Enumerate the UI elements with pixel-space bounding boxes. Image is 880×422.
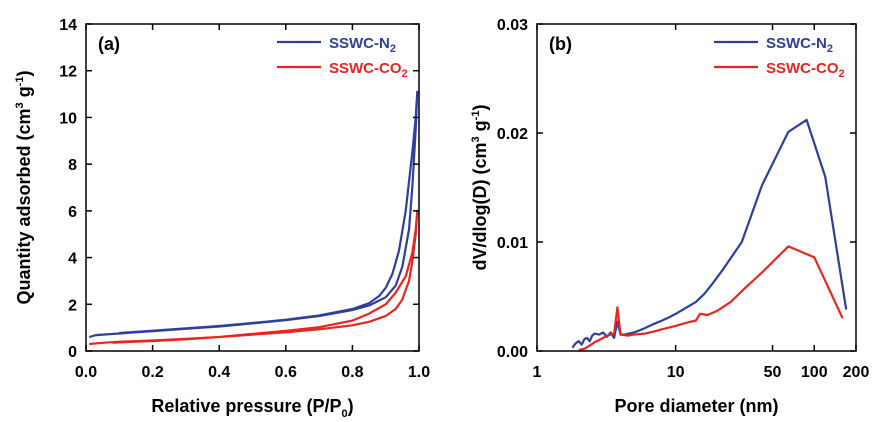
x-tick-label: 10 [667, 364, 685, 381]
series-line-n2 [571, 118, 848, 349]
series-line-co2 [89, 209, 419, 346]
y-tick-label: 10 [59, 110, 77, 127]
chart-panel-b: 1 10 50 100 200 0.00 0.01 0.02 0.03 (b) Pore diame… [470, 17, 869, 416]
x-axis-title: Relative pressure (P/P0) [151, 396, 353, 420]
y-tick-label: 0.03 [497, 17, 528, 34]
y-tick-label: 12 [59, 64, 77, 81]
x-tick-label: 50 [764, 364, 782, 381]
x-tick-label: 0.0 [75, 364, 97, 381]
x-tick-label: 0.2 [141, 364, 163, 381]
x-tick-label: 100 [801, 364, 828, 381]
legend-label-co2: SSWC-CO2 [329, 60, 408, 80]
series-line-n2 [88, 90, 419, 339]
y-tick-label: 2 [68, 297, 77, 314]
x-tick-label: 1 [533, 364, 542, 381]
x-tick-label: 200 [843, 364, 870, 381]
panel-label: (b) [549, 34, 572, 54]
y-tick-label: 0.02 [497, 126, 528, 143]
plot-frame [536, 23, 857, 352]
legend: SSWC-N2 SSWC-CO2 [277, 35, 408, 80]
y-tick-label: 0.00 [497, 344, 528, 361]
chart-panel-a: 0.0 0.2 0.4 0.6 0.8 1.0 0 2 4 6 8 10 12 14 (a) Relative… [14, 17, 430, 420]
y-axis-title: Quantity adsorbed (cm3 g-1) [14, 71, 34, 305]
y-tick-label: 14 [59, 17, 77, 34]
x-tick-label: 0.6 [275, 364, 297, 381]
legend-label-co2: SSWC-CO2 [766, 60, 845, 80]
legend-label-n2: SSWC-N2 [329, 35, 396, 55]
y-tick-label: 6 [68, 204, 77, 221]
y-axis-title: dV/dlog(D) (cm3 g-1) [470, 105, 490, 271]
series-line-co2 [578, 245, 844, 351]
x-tick-label: 0.8 [341, 364, 363, 381]
y-tick-label: 0 [68, 344, 77, 361]
plot-frame [85, 23, 420, 352]
panel-label: (a) [98, 34, 120, 54]
x-axis-title: Pore diameter (nm) [614, 396, 778, 416]
y-tick-label: 4 [68, 251, 77, 268]
legend: SSWC-N2 SSWC-CO2 [714, 35, 845, 80]
y-tick-label: 0.01 [497, 235, 528, 252]
y-tick-label: 8 [68, 157, 77, 174]
x-tick-label: 0.4 [208, 364, 230, 381]
x-tick-label: 1.0 [408, 364, 430, 381]
legend-label-n2: SSWC-N2 [766, 35, 833, 55]
